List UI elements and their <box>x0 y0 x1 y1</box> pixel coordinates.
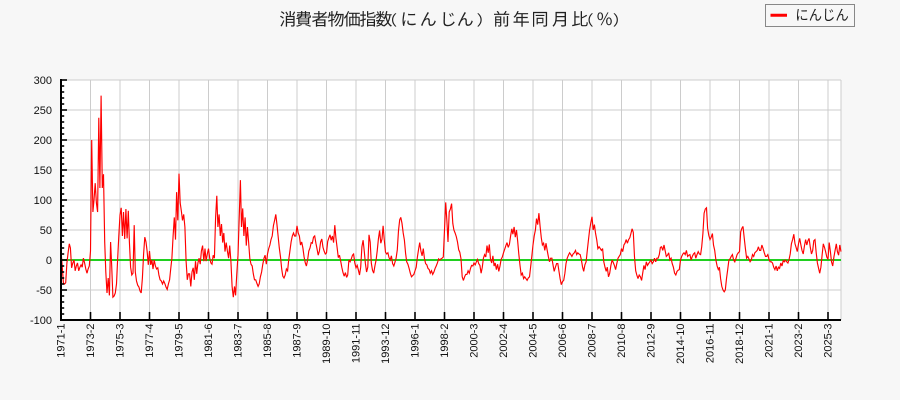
svg-text:2021-1: 2021-1 <box>764 324 776 358</box>
svg-text:250: 250 <box>34 105 52 117</box>
svg-text:1996-1: 1996-1 <box>410 324 422 358</box>
svg-text:2006-6: 2006-6 <box>557 324 569 358</box>
svg-text:-100: -100 <box>30 315 52 327</box>
svg-text:1973-2: 1973-2 <box>85 324 97 358</box>
svg-text:2014-10: 2014-10 <box>675 324 687 364</box>
svg-text:2012-9: 2012-9 <box>646 324 658 358</box>
svg-text:2002-4: 2002-4 <box>498 324 510 358</box>
svg-text:2025-3: 2025-3 <box>823 324 835 358</box>
svg-text:0: 0 <box>46 255 52 267</box>
svg-text:2000-3: 2000-3 <box>469 324 481 358</box>
svg-text:1975-3: 1975-3 <box>115 324 127 358</box>
svg-text:1993-12: 1993-12 <box>380 324 392 364</box>
svg-text:1977-4: 1977-4 <box>144 324 156 358</box>
svg-text:2016-11: 2016-11 <box>705 324 717 364</box>
svg-text:100: 100 <box>34 195 52 207</box>
svg-text:150: 150 <box>34 165 52 177</box>
svg-text:1983-7: 1983-7 <box>233 324 245 358</box>
svg-text:1987-9: 1987-9 <box>292 324 304 358</box>
svg-text:50: 50 <box>40 225 52 237</box>
svg-text:-50: -50 <box>36 285 52 297</box>
svg-text:200: 200 <box>34 135 52 147</box>
svg-text:1981-6: 1981-6 <box>203 324 215 358</box>
svg-text:2018-12: 2018-12 <box>734 324 746 364</box>
svg-text:2010-8: 2010-8 <box>616 324 628 358</box>
svg-text:2023-2: 2023-2 <box>793 324 805 358</box>
svg-text:1979-5: 1979-5 <box>174 324 186 358</box>
svg-text:2008-7: 2008-7 <box>587 324 599 358</box>
svg-text:1985-8: 1985-8 <box>262 324 274 358</box>
svg-text:1991-11: 1991-11 <box>351 324 363 364</box>
svg-text:1971-1: 1971-1 <box>56 324 68 358</box>
svg-text:300: 300 <box>34 75 52 87</box>
svg-text:2004-5: 2004-5 <box>528 324 540 358</box>
svg-text:1989-10: 1989-10 <box>321 324 333 364</box>
svg-text:1998-2: 1998-2 <box>439 324 451 358</box>
